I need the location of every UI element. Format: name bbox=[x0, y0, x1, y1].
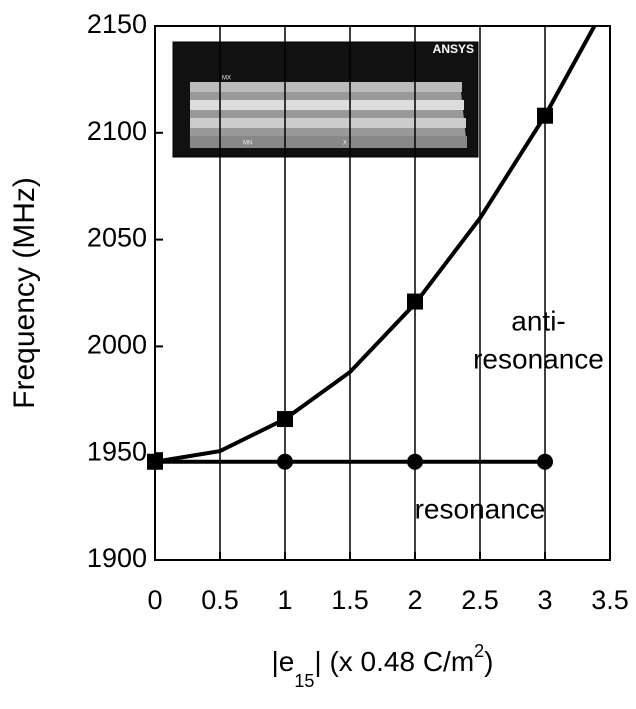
y-tick-label: 1900 bbox=[87, 543, 147, 573]
y-tick-label: 2050 bbox=[87, 223, 147, 253]
y-axis-label: Frequency (MHz) bbox=[8, 177, 41, 409]
inset-logo: ANSYS bbox=[433, 42, 474, 56]
square-marker bbox=[277, 411, 293, 427]
chart: ANSYS MX MN X 0 0.5 1 1.5 2 2.5 3 3.5 1900 1950 2000 20… bbox=[0, 0, 636, 704]
y-tick-label: 2100 bbox=[87, 116, 147, 146]
circle-marker bbox=[537, 454, 553, 470]
y-tick-label: 2000 bbox=[87, 330, 147, 360]
y-tick-label: 1950 bbox=[87, 436, 147, 466]
circle-marker bbox=[277, 454, 293, 470]
inset-band bbox=[190, 118, 466, 128]
x-tick-label: 2.5 bbox=[461, 585, 499, 615]
x-axis-label-part: 15 bbox=[294, 671, 314, 691]
annotation: anti- bbox=[511, 305, 565, 336]
x-axis-label: |e15| (x 0.48 C/m2) bbox=[272, 641, 494, 691]
square-marker bbox=[537, 108, 553, 124]
inset-band bbox=[190, 136, 467, 148]
inset-label: X bbox=[343, 141, 347, 147]
annotation: resonance bbox=[473, 344, 604, 375]
inset-label: MN bbox=[243, 141, 252, 147]
x-axis-label-part: 2 bbox=[474, 641, 484, 661]
square-marker bbox=[147, 454, 163, 470]
inset-label: MX bbox=[222, 76, 231, 82]
x-tick-label: 3 bbox=[537, 585, 552, 615]
x-tick-label: 1 bbox=[277, 585, 292, 615]
inset-band bbox=[190, 82, 462, 92]
square-marker bbox=[407, 294, 423, 310]
y-tick-label: 2150 bbox=[87, 9, 147, 39]
x-tick-label: 0 bbox=[147, 585, 162, 615]
x-axis-label-part: ) bbox=[484, 646, 493, 677]
x-tick-label: 0.5 bbox=[201, 585, 239, 615]
x-axis-label-part: | (x 0.48 C/m bbox=[314, 646, 474, 677]
x-tick-label: 3.5 bbox=[591, 585, 629, 615]
inset-image bbox=[173, 42, 478, 157]
circle-marker bbox=[407, 454, 423, 470]
inset-band bbox=[190, 100, 464, 110]
x-tick-label: 2 bbox=[407, 585, 422, 615]
annotation: resonance bbox=[415, 493, 546, 524]
x-tick-label: 1.5 bbox=[331, 585, 369, 615]
x-axis-label-part: |e bbox=[272, 646, 295, 677]
